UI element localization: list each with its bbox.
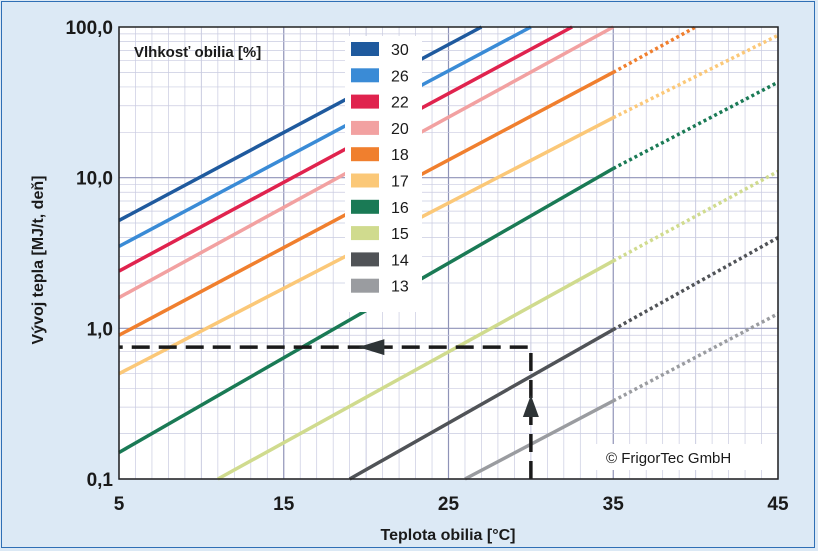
legend-label-22: 22: [391, 95, 409, 112]
plot-area: [118, 26, 779, 480]
legend: Vlhkosť obilia [%] 30 26 22 20 18 17 16 15 14 13: [134, 36, 422, 312]
series-extrapolation-16: [612, 80, 779, 171]
legend-label-13: 13: [391, 279, 409, 296]
legend-swatch-30: [351, 42, 379, 56]
legend-swatch-18: [351, 147, 379, 162]
y-tick-label: 1,0: [87, 319, 113, 340]
series-extrapolation-13: [612, 312, 779, 403]
x-tick-label: 45: [767, 494, 789, 515]
y-axis-label: Vývoj tepla [MJ/t, deň]: [30, 176, 47, 345]
legend-label-18: 18: [391, 147, 409, 164]
series-line-26: [118, 25, 532, 248]
legend-swatch-14: [351, 252, 379, 267]
grid: [118, 27, 779, 480]
x-tick-label: 5: [114, 494, 125, 515]
legend-items: 30 26 22 20 18 17 16 15 14 13: [351, 42, 409, 296]
legend-label-14: 14: [391, 252, 409, 269]
legend-swatch-13: [351, 278, 379, 293]
series-line-13: [464, 399, 615, 481]
legend-label-30: 30: [391, 42, 409, 59]
series-extrapolation-17: [612, 33, 779, 120]
legend-label-17: 17: [391, 174, 409, 191]
legend-label-15: 15: [391, 226, 409, 243]
credit-background: [595, 444, 770, 470]
annotation-dashed-path: [119, 345, 533, 479]
legend-title: Vlhkosť obilia [%]: [134, 44, 261, 61]
series-extrapolation-18: [612, 25, 697, 74]
y-tick-label: 10,0: [76, 169, 113, 190]
legend-label-16: 16: [391, 200, 409, 217]
y-tick-label: 0,1: [87, 470, 114, 491]
x-tick-label: 35: [603, 494, 625, 515]
y-tick-label: 100,0: [65, 18, 113, 39]
reading-annotation: [119, 339, 539, 479]
x-tick-labels: 5 15 25 35 45: [114, 494, 789, 515]
series-line-15: [217, 259, 615, 481]
annotation-arrow-left: [358, 339, 385, 356]
series-extrapolation-15: [612, 169, 779, 263]
legend-swatch-16: [351, 199, 379, 214]
y-tick-labels: 0,1 1,0 10,0 100,0: [65, 18, 113, 491]
x-tick-label: 25: [438, 494, 460, 515]
series-extrapolation-14: [612, 236, 779, 332]
x-tick-label: 15: [273, 494, 295, 515]
legend-swatch-20: [351, 120, 379, 135]
series-line-14: [348, 328, 615, 481]
legend-swatch-15: [351, 226, 379, 241]
x-axis-label: Teplota obilia [°C]: [381, 527, 516, 544]
credit-text: © FrigorTec GmbH: [606, 450, 731, 467]
legend-swatch-22: [351, 94, 379, 109]
legend-swatch-26: [351, 68, 379, 83]
legend-label-20: 20: [391, 121, 409, 138]
legend-swatch-17: [351, 173, 379, 188]
annotation-arrow-up: [522, 395, 539, 417]
legend-label-26: 26: [391, 68, 409, 85]
